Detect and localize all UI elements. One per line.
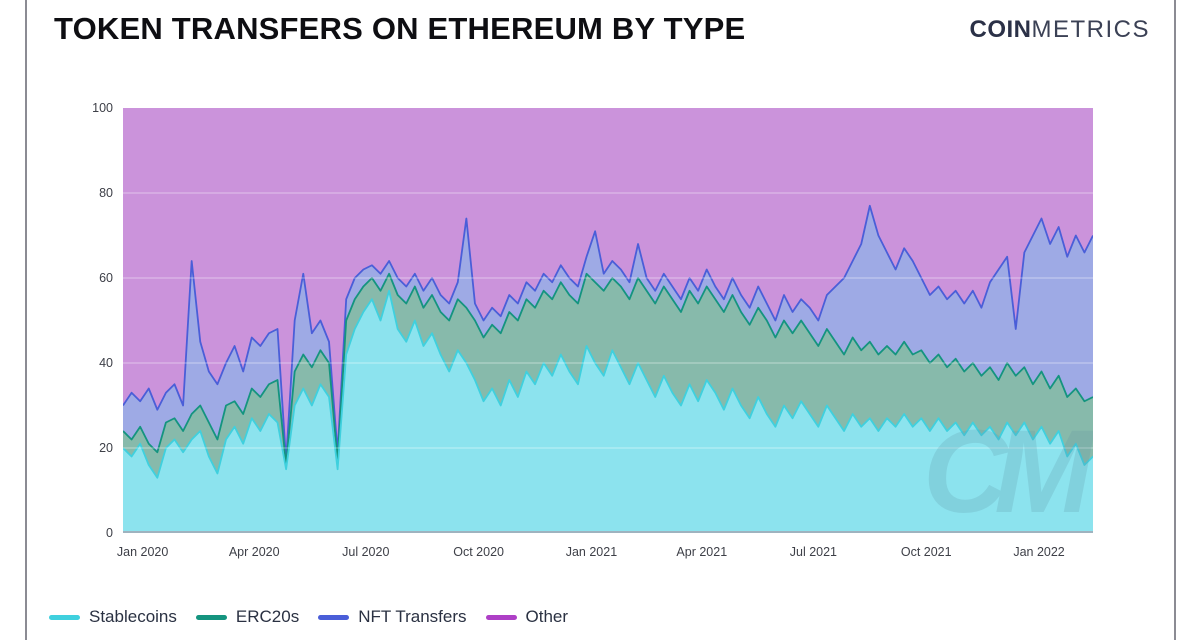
legend-label: Stablecoins — [89, 607, 177, 626]
left-border — [25, 0, 27, 640]
stacked-area-chart — [123, 108, 1093, 533]
x-tick-label: Oct 2020 — [453, 545, 504, 559]
x-tick-label: Apr 2021 — [676, 545, 728, 559]
y-tick-label: 20 — [99, 440, 113, 455]
y-tick-label: 100 — [92, 100, 113, 115]
x-tick-label: Apr 2020 — [228, 545, 280, 559]
y-tick-label: 40 — [99, 355, 113, 370]
y-tick-label: 80 — [99, 185, 113, 200]
y-tick-label: 0 — [106, 525, 113, 540]
legend-item-other[interactable]: Other — [485, 607, 569, 627]
right-border — [1174, 0, 1176, 640]
coinmetrics-logo: COINMETRICS — [970, 16, 1151, 44]
legend-item-stablecoins[interactable]: Stablecoins — [49, 607, 177, 627]
chart-title: TOKEN TRANSFERS ON ETHEREUM BY TYPE — [54, 11, 746, 46]
x-tick-label: Jan 2020 — [116, 545, 169, 559]
nft-transfers-swatch-icon — [318, 614, 350, 620]
other-swatch-icon — [485, 614, 517, 620]
plot-area: CM — [123, 108, 1093, 533]
y-tick-label: 60 — [99, 270, 113, 285]
legend: Stablecoins ERC20s NFT Transfers Other — [49, 607, 568, 627]
legend-item-nft-transfers[interactable]: NFT Transfers — [318, 607, 467, 627]
logo-metrics: METRICS — [1031, 16, 1150, 43]
x-tick-label: Jan 2021 — [565, 545, 618, 559]
legend-label: ERC20s — [235, 607, 300, 626]
logo-coin: COIN — [969, 16, 1032, 43]
legend-label: Other — [525, 607, 569, 626]
x-tick-label: Jan 2022 — [1013, 545, 1065, 559]
legend-label: NFT Transfers — [358, 607, 467, 626]
x-tick-label: Oct 2021 — [900, 545, 952, 559]
stablecoins-swatch-icon — [49, 614, 80, 620]
x-tick-label: Jul 2020 — [342, 545, 390, 559]
erc20s-swatch-icon — [195, 614, 227, 620]
legend-item-erc20s[interactable]: ERC20s — [195, 607, 300, 627]
x-tick-label: Jul 2021 — [789, 545, 838, 559]
